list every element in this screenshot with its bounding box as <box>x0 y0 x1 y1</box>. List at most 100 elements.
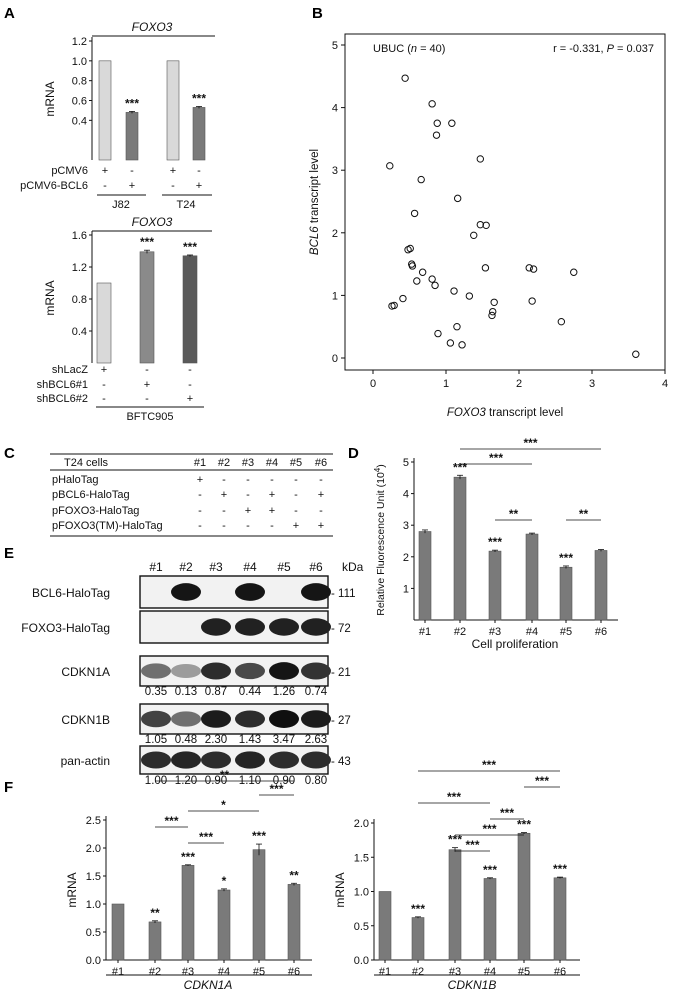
x-tick-label: #3 <box>182 966 194 978</box>
scatter-point <box>406 244 414 253</box>
y-tick-label: 0.4 <box>72 115 87 127</box>
scatter-title-prefix: UBUC ( <box>373 43 411 55</box>
scatter-point <box>433 119 441 127</box>
kda-marker: - 43 <box>331 756 351 768</box>
y-tick-label: 1.5 <box>354 852 369 864</box>
panel-e-blot: #1 #2 #3 #4 #5 #6 kDa BCL6-HaloTag - 111 FOXO3-Ha… <box>21 560 363 787</box>
significance-label: *** <box>483 863 497 877</box>
panel-label-b: B <box>312 5 323 22</box>
blot-band <box>301 662 331 680</box>
y-tick-label: 0.4 <box>72 326 87 338</box>
y-tick-label: 2 <box>332 228 338 240</box>
condition-mark: + <box>170 165 176 177</box>
group-label: BFTC905 <box>126 411 173 423</box>
comparison-label: *** <box>269 782 283 796</box>
y-axis-label: mRNA <box>43 81 57 116</box>
scatter-point <box>453 323 461 331</box>
blot-lane-label: #2 <box>179 560 193 574</box>
y-axis-label-end: ) <box>375 464 387 468</box>
y-tick-label: 1.0 <box>354 887 369 899</box>
y-tick-label: 0.0 <box>354 955 369 967</box>
scatter-point <box>410 209 419 218</box>
blot-band <box>269 751 299 769</box>
y-axis-label: mRNA <box>43 280 57 315</box>
comparison-label: *** <box>447 790 461 804</box>
blot-lane-label: #1 <box>149 560 163 574</box>
bar <box>148 921 162 961</box>
scatter-point <box>431 281 439 290</box>
comparison-label: *** <box>500 806 514 820</box>
comparison-label: *** <box>482 758 496 772</box>
bar <box>287 884 301 961</box>
blot-band <box>301 710 331 728</box>
scatter-point <box>470 231 478 240</box>
comparison-label: *** <box>535 774 549 788</box>
panel-label-c: C <box>4 445 15 462</box>
y-tick-label: 1.6 <box>72 230 87 242</box>
blot-row-label: FOXO3-HaloTag <box>21 621 110 635</box>
plot-frame <box>344 33 666 371</box>
blot-band <box>171 663 201 679</box>
y-tick-label: 0.6 <box>72 96 87 108</box>
x-tick-label: #6 <box>288 966 300 978</box>
condition-mark: - <box>197 165 201 177</box>
x-tick-label: #1 <box>419 626 431 638</box>
comparison-label: ** <box>579 507 589 521</box>
table-header-lane: #1 <box>194 457 206 469</box>
y-tick-label: 5 <box>403 457 409 469</box>
scatter-point <box>408 262 417 270</box>
comparison-label: ** <box>509 507 519 521</box>
table-mark: - <box>222 505 226 517</box>
blot-box <box>139 575 329 609</box>
significance-label: * <box>222 874 227 888</box>
panel-f-left-chart: mRNA0.00.51.01.52.02.5#1**#2***#3*#4***#… <box>65 768 312 992</box>
panel-label-e: E <box>4 545 14 562</box>
kda-marker: - 21 <box>331 667 351 679</box>
blot-band <box>235 583 265 601</box>
scatter-title-n: n <box>411 43 417 55</box>
x-tick-label: 2 <box>516 378 522 390</box>
table-mark: - <box>222 474 226 486</box>
table-header-lane: #2 <box>218 457 230 469</box>
bar <box>98 60 112 161</box>
x-tick-label: 4 <box>662 378 668 390</box>
comparison-label: *** <box>523 436 537 450</box>
x-tick-label: #3 <box>449 966 461 978</box>
scatter-point <box>450 287 458 295</box>
scatter-point <box>528 297 536 305</box>
condition-mark: - <box>102 379 106 391</box>
gene-label: CDKN1A <box>184 978 233 992</box>
condition-mark: - <box>103 180 107 192</box>
table-mark: - <box>319 505 323 517</box>
y-tick-label: 2 <box>403 552 409 564</box>
y-tick-label: 5 <box>332 40 338 52</box>
y-tick-label: 1.5 <box>86 871 101 883</box>
y-tick-label: 0.8 <box>72 294 87 306</box>
panel-c-table: T24 cells #1 #2 #3 #4 #5 #6 pHaloTag + - - - - - pBCL6… <box>50 453 333 537</box>
correlation-p-value: = 0.037 <box>614 43 654 55</box>
scatter-point <box>446 339 455 347</box>
scatter-point <box>434 329 442 338</box>
y-axis-label-gene: BCL6 <box>309 226 321 255</box>
chart-title: FOXO3 <box>132 20 173 34</box>
comparison-label: *** <box>482 822 496 836</box>
table-mark: - <box>198 505 202 517</box>
blot-band <box>235 662 265 680</box>
x-axis-label-gene: FOXO3 <box>447 407 487 419</box>
table-mark: + <box>245 505 251 517</box>
blot-band <box>301 618 331 636</box>
condition-label: shBCL6#2 <box>37 393 88 405</box>
blot-quant-value: 1.26 <box>273 686 295 698</box>
blot-band <box>201 751 231 769</box>
table-header-label: T24 cells <box>64 457 109 469</box>
x-tick-label: #5 <box>560 626 572 638</box>
blot-band <box>201 662 231 680</box>
significance-label: *** <box>553 862 567 876</box>
table-header-lane: #3 <box>242 457 254 469</box>
table-header-lane: #6 <box>315 457 327 469</box>
scatter-point <box>432 131 441 139</box>
condition-mark: + <box>129 180 135 192</box>
significance-label: *** <box>411 902 425 916</box>
y-axis-label-text: Relative Fluorescence Unit (10 <box>375 472 387 616</box>
